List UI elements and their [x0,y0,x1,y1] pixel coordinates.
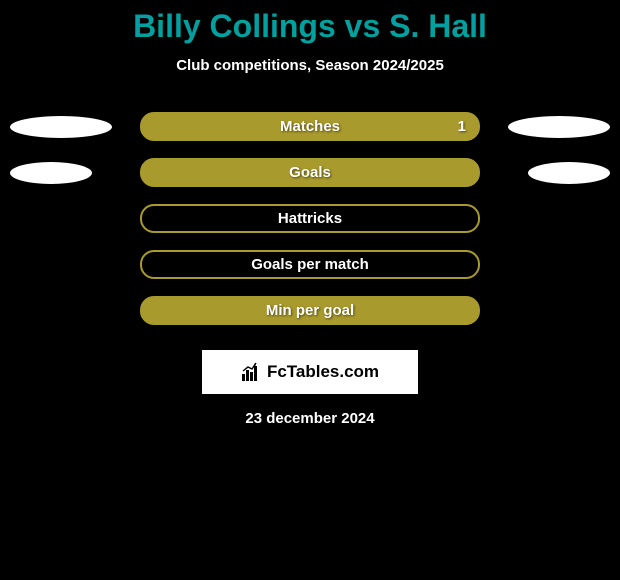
comparison-rows: Matches 1 Goals Hattricks Goals per match Min… [0,112,620,342]
left-ellipse [10,116,112,138]
stat-label: Min per goal [266,302,354,319]
stat-bar: Min per goal [140,296,480,325]
comparison-row: Min per goal [0,296,620,342]
right-ellipse [528,162,610,184]
stat-label: Goals [289,164,331,181]
date-label: 23 december 2024 [0,410,620,427]
page-title: Billy Collings vs S. Hall [0,0,620,45]
stat-bar: Hattricks [140,204,480,233]
stat-bar: Goals [140,158,480,187]
stat-label: Hattricks [278,210,342,227]
logo-box: FcTables.com [202,350,418,394]
logo-text: FcTables.com [267,362,379,382]
comparison-row: Goals per match [0,250,620,296]
logo: FcTables.com [241,362,379,382]
comparison-row: Matches 1 [0,112,620,158]
bar-chart-icon [241,362,263,382]
left-ellipse [10,162,92,184]
right-ellipse [508,116,610,138]
stat-label: Matches [280,118,340,135]
comparison-row: Goals [0,158,620,204]
page-subtitle: Club competitions, Season 2024/2025 [0,57,620,74]
stat-bar: Matches 1 [140,112,480,141]
stat-value-right: 1 [458,118,466,135]
stat-label: Goals per match [251,256,369,273]
comparison-row: Hattricks [0,204,620,250]
stat-bar: Goals per match [140,250,480,279]
